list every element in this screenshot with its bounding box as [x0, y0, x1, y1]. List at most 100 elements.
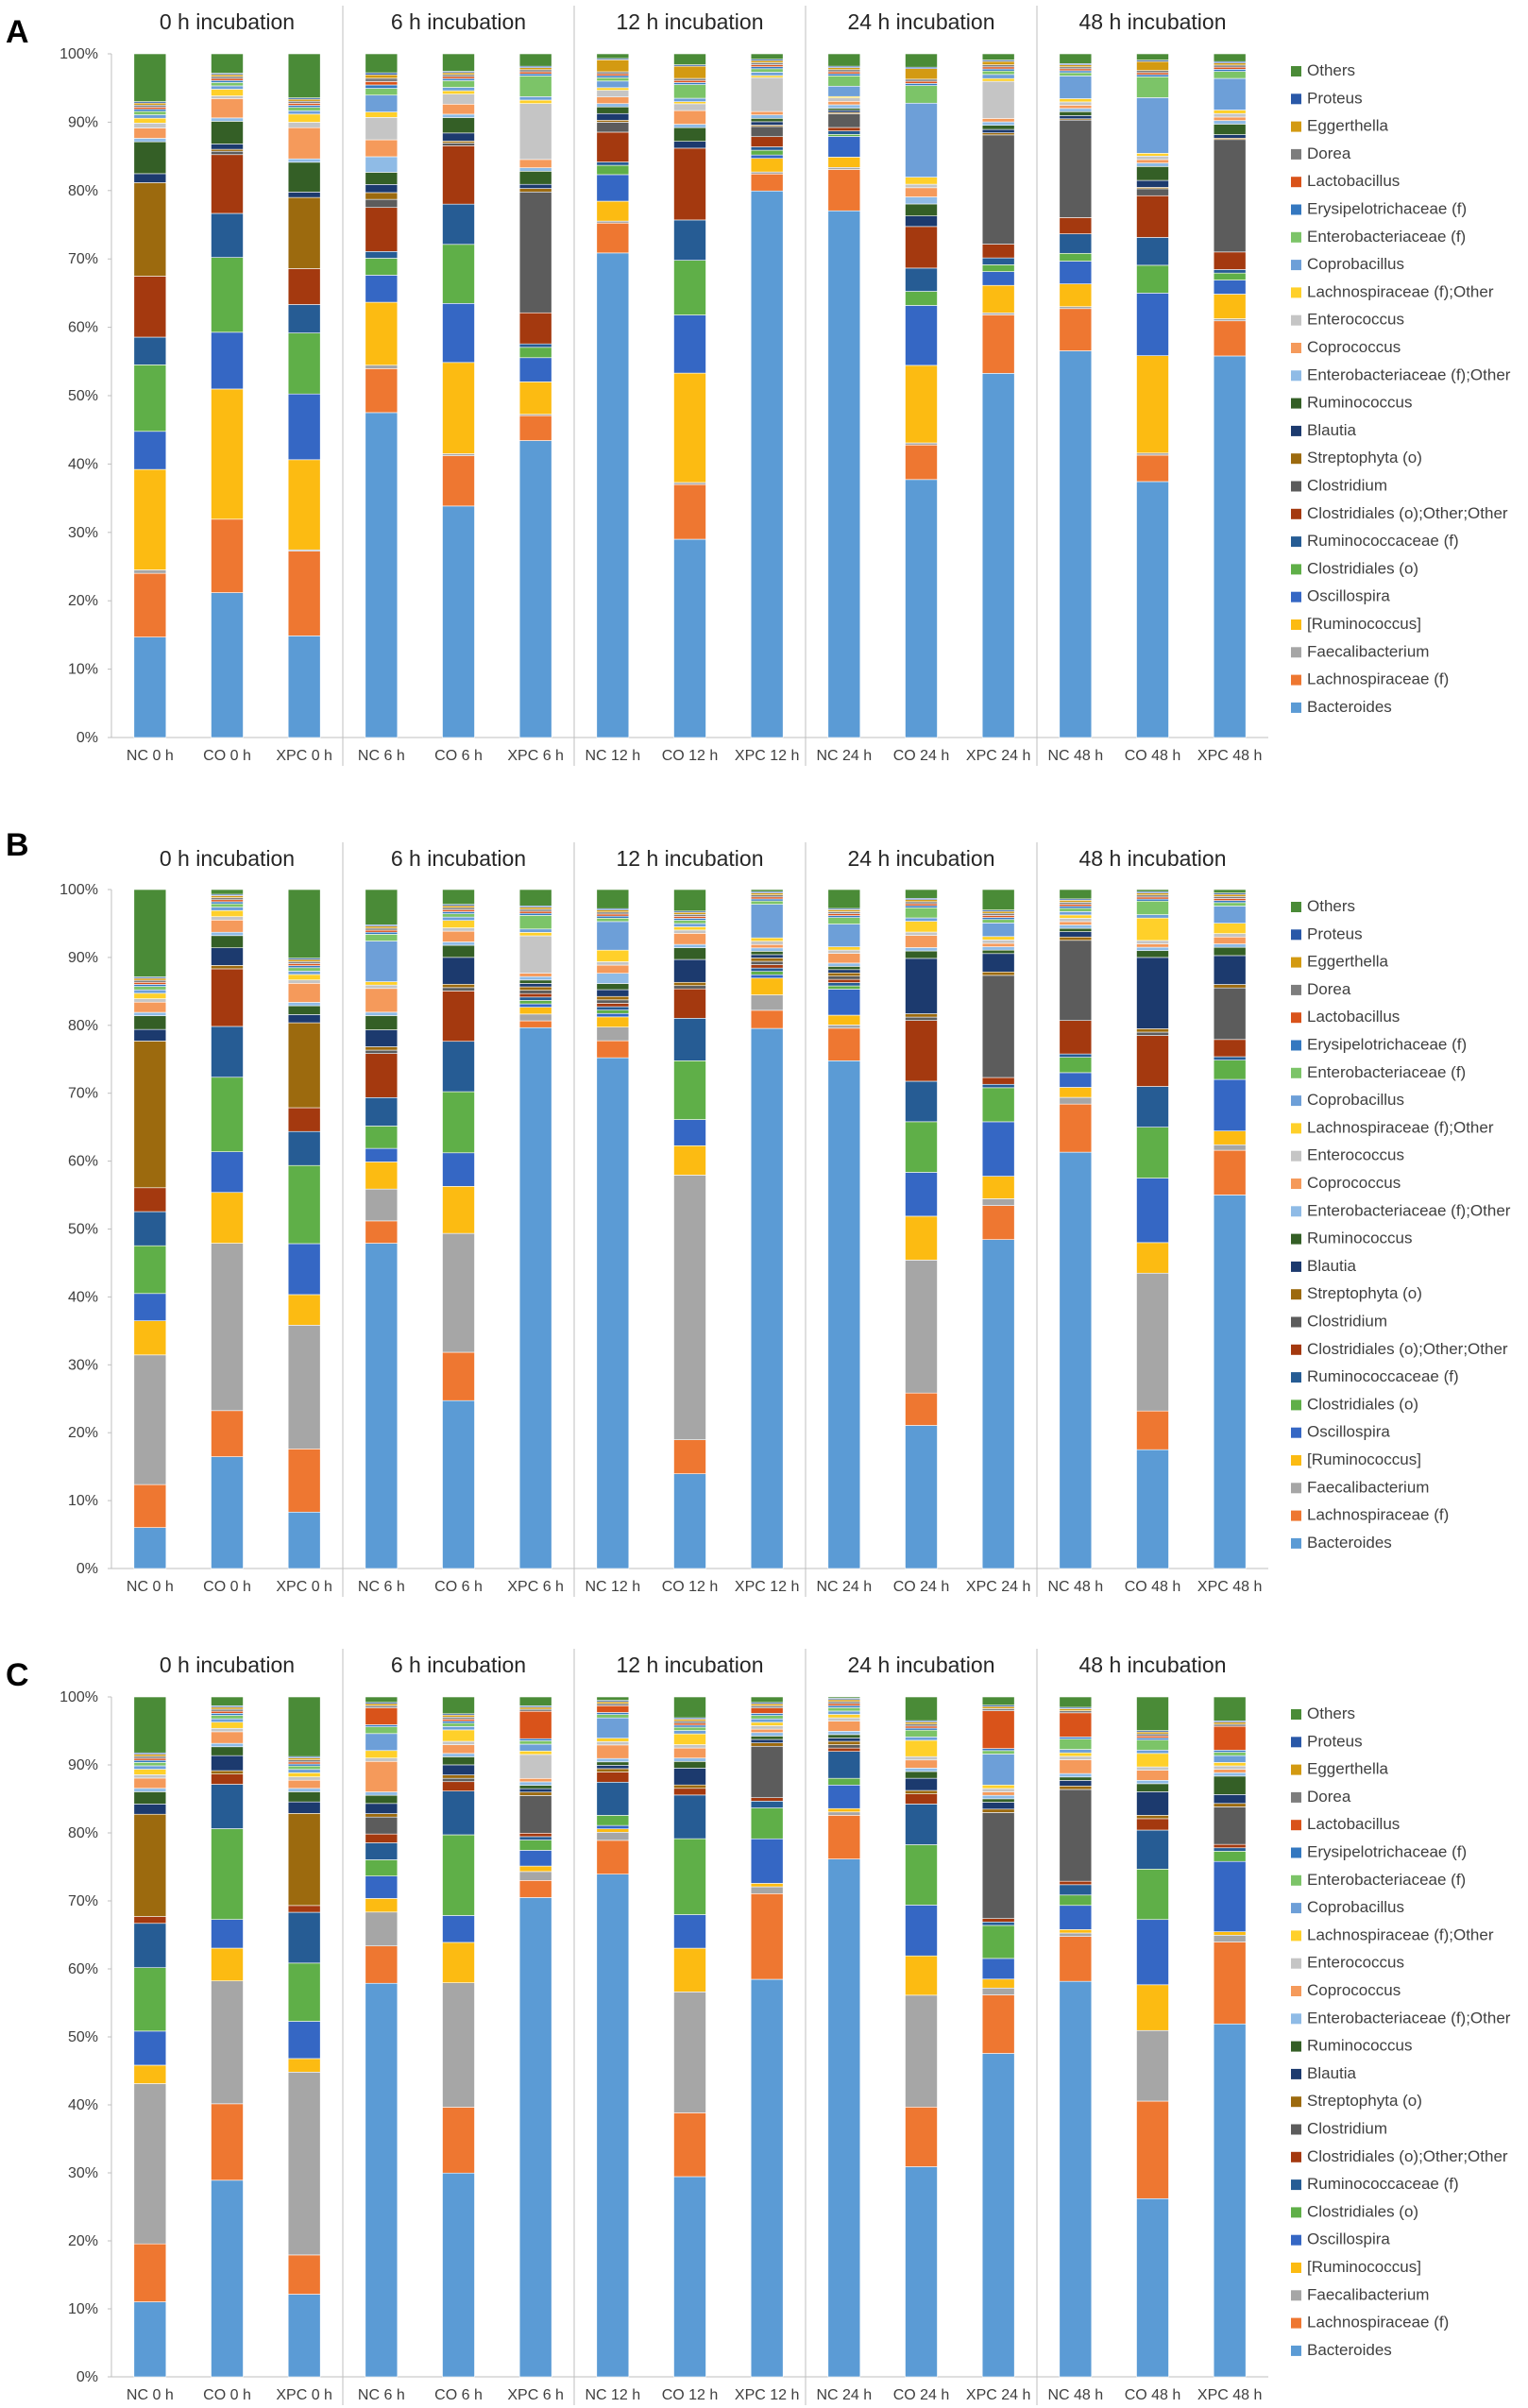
y-tick-label: 50%	[68, 1222, 98, 1238]
bar-segment-faecalibacterium	[518, 1871, 552, 1881]
bar-segment-ruminococcaceae-f	[133, 1923, 167, 1969]
bar-segment-bacteroides	[827, 1858, 861, 2378]
bar-segment-clostridiales-o	[518, 1000, 552, 1005]
bar-segment-blautia	[287, 192, 321, 198]
bar-segment-enterococcus	[596, 961, 630, 966]
bar-segment-eggerthella	[905, 68, 938, 80]
bar-segment-coprococcus	[365, 1760, 399, 1792]
bar-segment-dorea	[287, 960, 321, 964]
bar-segment-bacteroides	[1213, 1195, 1247, 1569]
bar-segment-blautia	[133, 1804, 167, 1815]
legend-swatch	[1291, 1874, 1301, 1886]
bar-segment-enterococcus	[750, 1725, 784, 1730]
bar-segment-enterobacteriaceae-f	[750, 900, 784, 905]
bar-segment-bacteroides	[518, 1026, 552, 1569]
legend-swatch	[1291, 1067, 1301, 1078]
bar-segment-enterobacteriaceae-f	[905, 85, 938, 104]
bar-segment-eggerthella	[596, 909, 630, 913]
bar-segment-lachnospiraceae-f-other	[1136, 917, 1169, 941]
bar-segment-enterobacteriaceae-f	[596, 917, 630, 923]
bar-segment-lactobacillus	[1213, 66, 1247, 70]
bar-segment-ruminococcaceae-f	[981, 257, 1015, 265]
legend-swatch	[1291, 1455, 1301, 1466]
bar-segment-ruminococcus	[211, 1947, 244, 1982]
bar-segment-coprococcus	[211, 98, 244, 119]
bar-segment-bacteroides	[1059, 350, 1093, 738]
bar-segment-clostridium	[673, 985, 706, 990]
bar-segment-streptophyta-o	[1059, 936, 1093, 941]
bar-segment-lachnospiraceae-f-other	[905, 921, 938, 933]
bar-segment-ruminococcus	[905, 1215, 938, 1261]
bar-segment-ruminococcus	[518, 1007, 552, 1015]
legend-label: [Ruminococcus]	[1307, 2258, 1421, 2276]
bar-segment-coprococcus	[1059, 1759, 1093, 1774]
bar-segment-enterobacteriaceae-f	[518, 915, 552, 930]
bar-segment-coprococcus	[827, 1721, 861, 1732]
bar-segment-ruminococcus	[287, 161, 321, 193]
bar-segment-faecalibacterium	[905, 1260, 938, 1394]
bar-segment-enterobacteriaceae-f	[673, 920, 706, 924]
bar-segment-clostridiales-o-other-other	[518, 312, 552, 345]
x-tick-label: NC 6 h	[358, 748, 405, 764]
bar-segment-faecalibacterium	[287, 2071, 321, 2256]
bar-segment-lachnospiraceae-f	[750, 173, 784, 192]
bar-segment-others	[596, 889, 630, 909]
bar-segment-bacteroides	[287, 2294, 321, 2378]
bar-segment-enterobacteriaceae-f-other	[981, 121, 1015, 126]
bar-segment-coprobacillus	[673, 1730, 706, 1735]
legend-swatch	[1291, 1261, 1301, 1272]
bar-segment-lachnospiraceae-f	[673, 483, 706, 540]
bar-segment-clostridiales-o	[133, 1967, 167, 2032]
bar-segment-enterococcus	[133, 123, 167, 128]
bar-segment-ruminococcaceae-f	[365, 251, 399, 259]
bar-segment-lachnospiraceae-f	[905, 2106, 938, 2167]
bar-segment-clostridiales-o-other-other	[1059, 1020, 1093, 1055]
bar-segment-bacteroides	[133, 2301, 167, 2378]
bar-segment-bacteroides	[1059, 1980, 1093, 2378]
bar-segment-ruminococcus	[981, 1176, 1015, 1199]
bar-segment-oscillospira	[981, 1121, 1015, 1177]
legend-swatch	[1291, 1903, 1301, 1914]
bar-segment-enterobacteriaceae-f-other	[287, 1788, 321, 1792]
bar-segment-lachnospiraceae-f	[1213, 1149, 1247, 1196]
legend-label: Enterococcus	[1307, 1146, 1404, 1164]
y-tick-label: 70%	[68, 1086, 98, 1102]
bar-segment-lachnospiraceae-f-other	[1059, 98, 1093, 103]
bar-segment-clostridiales-o	[287, 332, 321, 395]
bar-segment-clostridiales-o-other-other	[981, 1077, 1015, 1085]
bar-segment-coprococcus	[1136, 943, 1169, 948]
bar-segment-others	[287, 53, 321, 98]
bar-segment-oscillospira	[518, 1003, 552, 1008]
bar-segment-enterobacteriaceae-f-other	[518, 1781, 552, 1786]
bar-segment-enterobacteriaceae-f	[905, 1729, 938, 1738]
legend-label: Ruminococcus	[1307, 394, 1413, 412]
bar-segment-clostridiales-o-other-other	[1136, 1818, 1169, 1831]
bar-segment-enterococcus	[1136, 940, 1169, 944]
bar-segment-enterococcus	[1059, 918, 1093, 923]
legend-label: Erysipelotrichaceae (f)	[1307, 1036, 1467, 1054]
bar-segment-clostridiales-o	[133, 365, 167, 432]
x-tick-label: CO 48 h	[1125, 1579, 1181, 1595]
bar-segment-oscillospira	[287, 1243, 321, 1296]
bar-segment-eggerthella	[133, 1754, 167, 1757]
bar-segment-lachnospiraceae-f-other	[365, 1750, 399, 1758]
bar-segment-coprobacillus	[1213, 906, 1247, 924]
bar-segment-eggerthella	[827, 1699, 861, 1703]
bar-segment-coprobacillus	[750, 1718, 784, 1723]
bar-segment-faecalibacterium	[518, 1013, 552, 1022]
bar-segment-enterobacteriaceae-f-other	[827, 104, 861, 109]
bar-segment-coprobacillus	[365, 941, 399, 982]
bar-segment-coprococcus	[981, 1791, 1015, 1796]
bar-segment-eggerthella	[365, 1703, 399, 1706]
bar-segment-faecalibacterium	[365, 365, 399, 369]
bar-segment-bacteroides	[905, 2166, 938, 2378]
bar-segment-ruminococcus	[1213, 946, 1247, 957]
legend-label: Ruminococcaceae (f)	[1307, 2175, 1459, 2193]
bar-segment-bacteroides	[365, 1982, 399, 2378]
bar-segment-clostridiales-o-other-other	[1213, 251, 1247, 270]
bar-segment-lachnospiraceae-f-other	[518, 99, 552, 104]
bar-segment-ruminococcus	[981, 1978, 1015, 1989]
bar-segment-blautia	[1213, 134, 1247, 139]
legend-swatch	[1291, 2317, 1301, 2329]
bar-segment-eggerthella	[596, 1701, 630, 1704]
